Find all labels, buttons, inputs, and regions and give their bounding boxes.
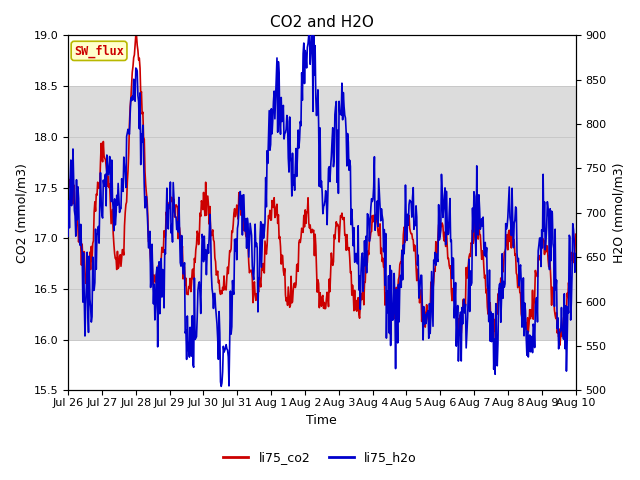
Legend: li75_co2, li75_h2o: li75_co2, li75_h2o <box>218 446 422 469</box>
Bar <box>68 86 575 340</box>
Y-axis label: H2O (mmol/m3): H2O (mmol/m3) <box>612 163 625 263</box>
X-axis label: Time: Time <box>307 414 337 427</box>
Text: SW_flux: SW_flux <box>74 44 124 58</box>
Y-axis label: CO2 (mmol/m3): CO2 (mmol/m3) <box>15 163 28 263</box>
Title: CO2 and H2O: CO2 and H2O <box>270 15 374 30</box>
